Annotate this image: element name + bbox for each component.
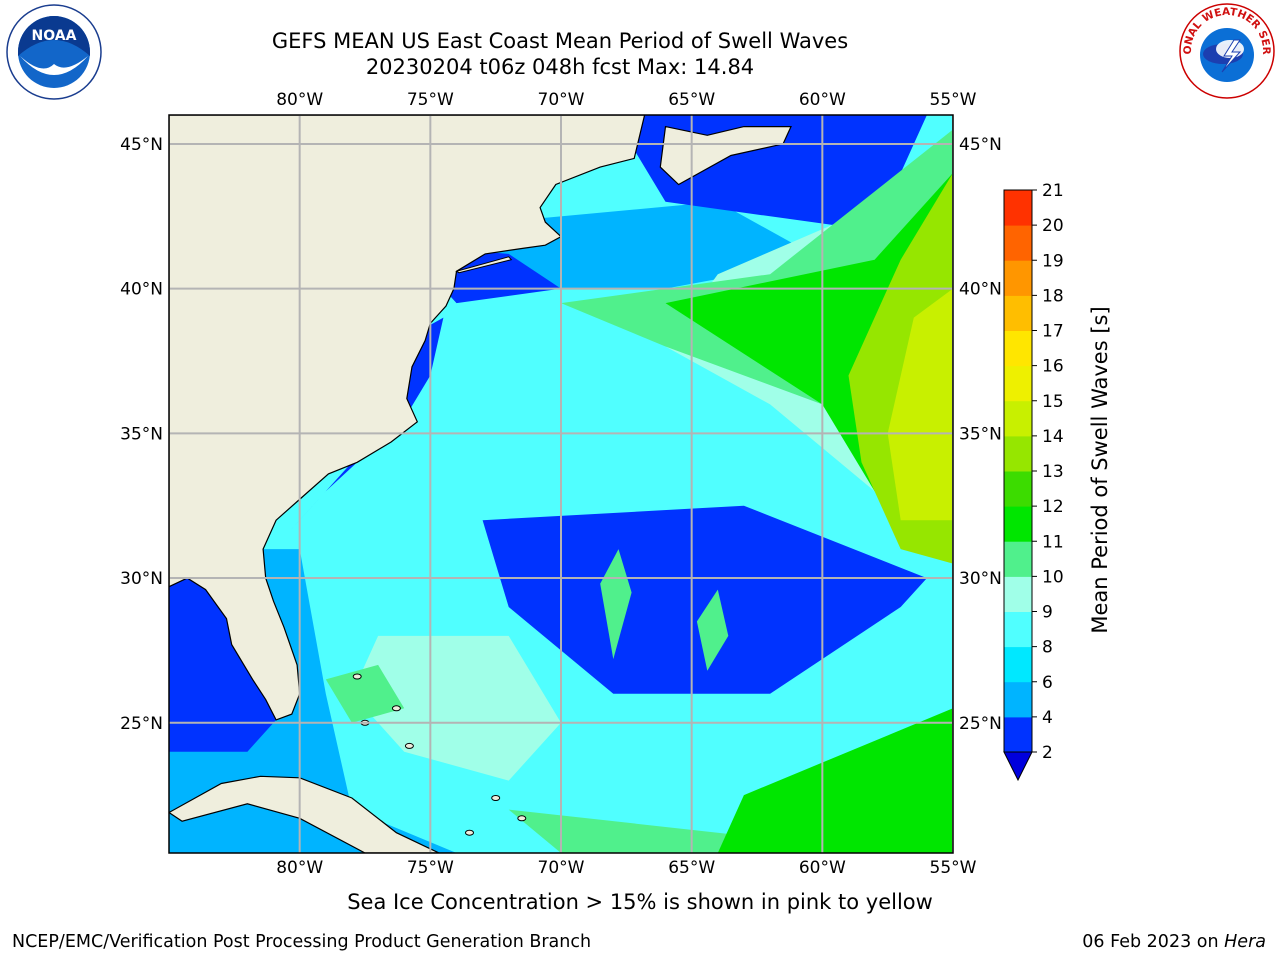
colorbar-segment xyxy=(1004,260,1032,296)
field-10s-streak2 xyxy=(696,589,729,671)
colorbar-segment xyxy=(1004,611,1032,648)
colorbar-tick-label: 6 xyxy=(1042,673,1053,693)
colorbar-tick-label: 16 xyxy=(1042,357,1064,377)
colorbar-extend-arrow xyxy=(1003,751,1033,782)
colorbar-segment xyxy=(1004,400,1032,437)
footer-host: Hera xyxy=(1224,932,1266,952)
colorbar-segment xyxy=(1004,646,1032,683)
bahamas-island xyxy=(517,815,527,822)
footer-credit: NCEP/EMC/Verification Post Processing Pr… xyxy=(12,932,592,952)
lat-tick-label: 45°N xyxy=(120,135,163,155)
lat-tick-label: 30°N xyxy=(120,569,163,589)
lon-tick-label: 65°W xyxy=(668,90,715,110)
colorbar-tick-label: 14 xyxy=(1042,427,1064,447)
bahamas-island xyxy=(491,795,501,801)
cuba-land xyxy=(169,775,452,853)
colorbar-segment xyxy=(1004,295,1032,331)
colorbar-tick-label: 21 xyxy=(1042,181,1064,201)
lat-tick-label: 35°N xyxy=(959,424,1002,444)
lon-tick-label: 70°W xyxy=(538,858,585,878)
colorbar-tick-label: 4 xyxy=(1042,708,1053,728)
map-frame xyxy=(168,114,954,854)
lat-tick-label: 35°N xyxy=(120,424,163,444)
field-10s-streak1 xyxy=(600,549,632,660)
grid-lines xyxy=(169,115,953,853)
colorbar-tick-label: 12 xyxy=(1042,497,1064,517)
lon-tick-label: 60°W xyxy=(799,858,846,878)
lon-tick-label: 55°W xyxy=(930,90,977,110)
chart-title: GEFS MEAN US East Coast Mean Period of S… xyxy=(271,29,849,53)
lat-tick-label: 25°N xyxy=(959,714,1002,734)
colorbar-tick-label: 11 xyxy=(1042,532,1064,552)
field-9s-bahamas xyxy=(351,635,561,781)
colorbar-tick-label: 18 xyxy=(1042,286,1064,306)
lat-tick-label: 30°N xyxy=(959,569,1002,589)
colorbar-segment xyxy=(1004,541,1032,577)
colorbar-segment xyxy=(1004,471,1032,507)
axis-tick-labels: 80°W 80°W 75°W 75°W 70°W 70°W 65°W 65°W 60°W 60°W… xyxy=(120,90,1002,878)
bahamas-island xyxy=(465,829,474,836)
bahamas-island xyxy=(404,742,414,749)
bahamas-island xyxy=(391,705,401,712)
lon-tick-label: 75°W xyxy=(407,858,454,878)
colorbar-segment xyxy=(1004,435,1032,472)
lon-tick-label: 70°W xyxy=(538,90,585,110)
north-america-land xyxy=(169,115,646,721)
colorbar-tick-label: 15 xyxy=(1042,392,1064,412)
land-mass xyxy=(169,115,792,853)
colorbar-segment xyxy=(1004,225,1032,261)
colorbar-tick-label: 2 xyxy=(1042,743,1053,763)
colorbar-segment xyxy=(1004,681,1032,718)
colorbar-segment xyxy=(1004,190,1032,226)
colorbar-segment xyxy=(1004,576,1032,612)
bahamas-island xyxy=(352,673,362,680)
colorbar-segment xyxy=(1004,365,1032,402)
lat-tick-label: 40°N xyxy=(120,280,163,300)
map-panel xyxy=(169,115,953,853)
colorbar-tick-label: 9 xyxy=(1042,603,1053,623)
lon-tick-label: 75°W xyxy=(407,90,454,110)
colorbar-segment xyxy=(1004,330,1032,367)
colorbar-tick-label: 19 xyxy=(1042,251,1064,271)
lon-tick-label: 60°W xyxy=(799,90,846,110)
long-island-land xyxy=(455,256,513,274)
footer-date: 06 Feb 2023 on Hera xyxy=(1082,932,1266,952)
field-10s-florida xyxy=(325,664,405,723)
lon-tick-label: 65°W xyxy=(668,858,715,878)
colorbar-tick-label: 13 xyxy=(1042,462,1064,482)
colorbar-tick-label: 8 xyxy=(1042,638,1053,658)
field-2-4s-center xyxy=(482,505,927,694)
lat-tick-label: 25°N xyxy=(120,714,163,734)
colorbar-tick-label: 20 xyxy=(1042,216,1064,236)
lon-tick-label: 55°W xyxy=(930,858,977,878)
sea-ice-note: Sea Ice Concentration > 15% is shown in … xyxy=(347,890,933,914)
lat-tick-label: 40°N xyxy=(959,280,1002,300)
colorbar-tick-label: 17 xyxy=(1042,322,1064,342)
noaa-logo-text: NOAA xyxy=(32,28,77,44)
colorbar-tick-label: 10 xyxy=(1042,567,1064,587)
nws-logo: NATIONAL WEATHER SERVICE xyxy=(1178,2,1275,99)
field-11s-south xyxy=(717,708,953,853)
chart-subtitle: 20230204 t06z 048h fcst Max: 14.84 xyxy=(365,55,755,79)
lon-tick-label: 80°W xyxy=(276,90,323,110)
footer-date-text: 06 Feb 2023 on xyxy=(1082,932,1225,952)
lat-tick-label: 45°N xyxy=(959,135,1002,155)
colorbar-segment xyxy=(1004,716,1032,753)
colorbar: 2 4 6 8 9 10 11 12 13 14 15 16 17 18 19 20 21 xyxy=(1003,181,1064,782)
colorbar-segment xyxy=(1004,506,1032,542)
field-14s-east xyxy=(887,288,953,521)
colorbar-title: Mean Period of Swell Waves [s] xyxy=(1088,306,1112,634)
noaa-logo: NOAA xyxy=(6,4,102,100)
lon-tick-label: 80°W xyxy=(276,858,323,878)
